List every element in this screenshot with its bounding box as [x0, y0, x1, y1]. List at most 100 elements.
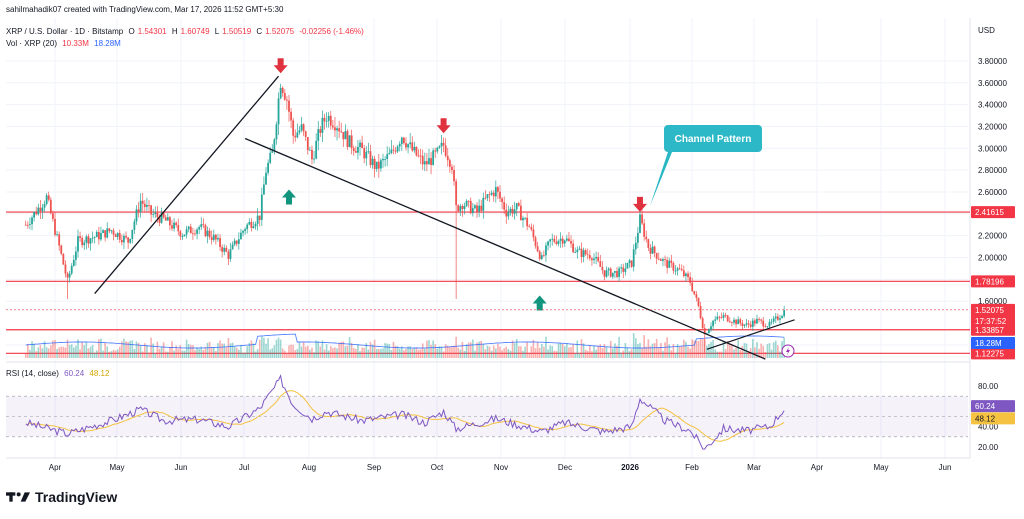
candle-body: [659, 259, 662, 261]
time-axis[interactable]: Apr May Jun Jul Aug Sep Oct Nov Dec 2026 Feb Mar Apr…: [49, 344, 952, 472]
candle-body: [471, 208, 474, 214]
candle-body: [685, 273, 687, 277]
candle-body: [578, 248, 581, 250]
volume-bar: [724, 349, 727, 358]
candle-body: [448, 160, 451, 167]
volume-bar: [371, 344, 374, 358]
candle-body: [455, 181, 458, 206]
candle-body: [148, 205, 150, 206]
level-tag: 1.12275: [975, 349, 1004, 358]
candle-body: [29, 224, 31, 225]
volume-bar: [173, 350, 175, 358]
candle-body: [35, 211, 38, 215]
volume-label: Vol · XRP (20): [6, 39, 57, 48]
volume-bar: [152, 343, 154, 358]
candle-body: [97, 231, 100, 240]
candlesticks: [24, 83, 786, 353]
tradingview-logo-icon: [6, 492, 30, 502]
volume-bar: [256, 349, 259, 358]
volume-bar: [62, 346, 65, 358]
volume-bar: [601, 348, 604, 358]
candle-body: [292, 120, 295, 136]
candle-body: [492, 192, 495, 197]
volume-bar: [469, 342, 472, 358]
rsi-ma-tag-bg: [971, 412, 1015, 425]
time-tick-label: Oct: [431, 463, 444, 472]
volume-bar: [114, 350, 117, 358]
candle-body: [41, 207, 44, 212]
volume-bar: [405, 348, 407, 358]
symbol-legend[interactable]: XRP / U.S. Dollar · 1D · Bitstamp O 1.543…: [6, 27, 367, 36]
candle-body: [783, 310, 786, 317]
candle-body: [724, 315, 727, 316]
volume-bar: [355, 348, 357, 358]
volume-bar: [378, 349, 380, 358]
currency-label[interactable]: USD: [978, 26, 995, 35]
volume-bar: [279, 339, 282, 358]
volume-bar: [436, 348, 439, 358]
candle-body: [100, 233, 102, 240]
volume-bar: [300, 346, 303, 358]
candle-body: [530, 227, 533, 230]
volume-bar: [39, 345, 42, 358]
candle-body: [373, 158, 376, 169]
volume-bar: [302, 342, 305, 358]
volume-bar: [421, 343, 424, 358]
candle-body: [365, 151, 368, 159]
candle-body: [522, 217, 524, 221]
volume-bar: [612, 348, 614, 358]
volume-bar: [41, 348, 44, 358]
volume-value: 10.33M: [62, 39, 89, 48]
candle-body: [334, 127, 336, 131]
candle-body: [526, 217, 529, 227]
candle-body: [676, 268, 679, 271]
volume-legend[interactable]: Vol · XRP (20) 10.33M 18.28M: [6, 39, 124, 48]
candle-body: [507, 212, 510, 217]
volume-bar: [570, 347, 572, 358]
candle-body: [712, 320, 714, 327]
price-axis[interactable]: 3.80000 3.60000 3.40000 3.20000 3.00000 2.800…: [6, 57, 1015, 452]
candle-body: [123, 235, 125, 243]
countdown-tag-bg: [971, 314, 1015, 327]
volume-bar: [156, 341, 159, 358]
candle-body: [231, 244, 234, 250]
volume-bar: [451, 346, 453, 358]
candle-body: [672, 262, 675, 271]
candle-body: [501, 198, 503, 203]
symbol-name[interactable]: XRP / U.S. Dollar · 1D · Bitstamp: [6, 27, 124, 36]
volume-bar: [407, 346, 409, 358]
candle-body: [191, 233, 194, 235]
volume-bar: [774, 340, 777, 358]
trendlines[interactable]: [94, 75, 795, 360]
volume-bar: [545, 336, 547, 358]
volume-bar: [777, 345, 779, 358]
price-tick-label: 2.00000: [978, 254, 1007, 263]
volume-bar: [526, 342, 528, 358]
volume-bar: [196, 347, 198, 358]
candle-body: [72, 259, 75, 266]
candle-body: [440, 142, 443, 147]
candle-body: [179, 231, 182, 237]
volume-bar: [357, 344, 359, 358]
volume-ma-value: 18.28M: [94, 39, 121, 48]
volume-bar: [432, 340, 434, 358]
candle-body: [317, 129, 320, 141]
volume-bar: [359, 351, 361, 358]
candle-body: [636, 232, 639, 243]
candle-body: [444, 145, 447, 156]
volume-bar: [394, 345, 397, 358]
volume-bar: [739, 349, 742, 358]
rsi-legend[interactable]: RSI (14, close) 60.24 48.12: [6, 369, 112, 378]
candle-body: [329, 115, 332, 126]
tradingview-logo[interactable]: TradingView: [6, 489, 117, 505]
candle-body: [187, 226, 190, 230]
candle-body: [164, 217, 167, 221]
volume-bar: [288, 345, 290, 358]
candle-body: [183, 234, 186, 237]
candle-body: [513, 209, 516, 214]
candle-body: [269, 152, 272, 163]
candle-body: [171, 225, 173, 229]
candle-body: [639, 214, 641, 233]
candle-body: [411, 142, 414, 151]
